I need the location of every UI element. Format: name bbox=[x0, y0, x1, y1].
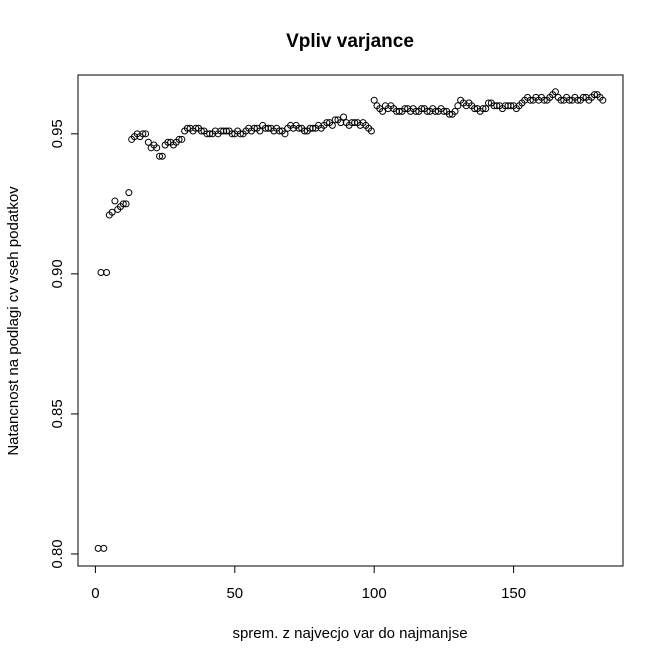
point bbox=[300, 127, 308, 135]
point bbox=[485, 99, 493, 107]
point bbox=[340, 113, 348, 121]
point bbox=[493, 102, 501, 110]
point bbox=[103, 268, 111, 276]
x-tick-label: 100 bbox=[362, 585, 387, 602]
point bbox=[526, 96, 534, 104]
point bbox=[122, 200, 130, 208]
y-tick-label: 0.80 bbox=[49, 539, 66, 568]
point bbox=[275, 127, 283, 135]
point bbox=[540, 96, 548, 104]
point bbox=[445, 110, 453, 118]
point bbox=[579, 93, 587, 101]
point bbox=[206, 130, 214, 138]
point bbox=[440, 107, 448, 115]
point bbox=[153, 144, 161, 152]
point bbox=[479, 105, 487, 113]
point bbox=[451, 107, 459, 115]
point bbox=[108, 208, 116, 216]
point bbox=[144, 138, 152, 146]
point bbox=[574, 96, 582, 104]
point bbox=[236, 130, 244, 138]
point bbox=[507, 102, 515, 110]
y-tick-label: 0.95 bbox=[49, 119, 66, 148]
point bbox=[228, 130, 236, 138]
point bbox=[412, 107, 420, 115]
point bbox=[250, 124, 258, 132]
x-tick-label: 150 bbox=[501, 585, 526, 602]
point bbox=[351, 119, 359, 127]
point bbox=[175, 135, 183, 143]
point bbox=[119, 200, 127, 208]
point bbox=[423, 107, 431, 115]
x-tick-label: 50 bbox=[226, 585, 243, 602]
point bbox=[482, 105, 490, 113]
point bbox=[295, 124, 303, 132]
point bbox=[142, 130, 150, 138]
point bbox=[401, 105, 409, 113]
point bbox=[183, 124, 191, 132]
point bbox=[192, 124, 200, 132]
x-axis-label: sprem. z najvecjo var do najmanjse bbox=[232, 625, 467, 642]
point bbox=[599, 96, 607, 104]
point bbox=[590, 91, 598, 99]
point bbox=[264, 124, 272, 132]
point bbox=[139, 130, 147, 138]
point bbox=[379, 107, 387, 115]
y-tick-label: 0.85 bbox=[49, 399, 66, 428]
point bbox=[309, 124, 317, 132]
x-tick-label: 0 bbox=[91, 585, 99, 602]
point bbox=[178, 135, 186, 143]
point bbox=[471, 105, 479, 113]
y-tick-label: 0.90 bbox=[49, 259, 66, 288]
point bbox=[565, 96, 573, 104]
point bbox=[328, 121, 336, 129]
point bbox=[100, 544, 108, 552]
point bbox=[370, 96, 378, 104]
chart-title: Vpliv varjance bbox=[286, 31, 414, 52]
point bbox=[323, 119, 331, 127]
point bbox=[281, 130, 289, 138]
y-axis-label: Natancnost na podlagi cv vseh podatkov bbox=[5, 186, 22, 456]
point bbox=[557, 96, 565, 104]
point bbox=[418, 105, 426, 113]
plot-frame bbox=[77, 74, 624, 567]
point bbox=[164, 138, 172, 146]
point bbox=[197, 127, 205, 135]
point bbox=[395, 107, 403, 115]
point bbox=[222, 127, 230, 135]
point bbox=[551, 88, 559, 96]
point bbox=[454, 102, 462, 110]
point bbox=[256, 127, 264, 135]
point bbox=[111, 197, 119, 205]
point bbox=[125, 189, 133, 197]
point bbox=[432, 107, 440, 115]
point bbox=[331, 116, 339, 124]
point bbox=[158, 152, 166, 160]
point bbox=[367, 127, 375, 135]
point bbox=[156, 152, 164, 160]
